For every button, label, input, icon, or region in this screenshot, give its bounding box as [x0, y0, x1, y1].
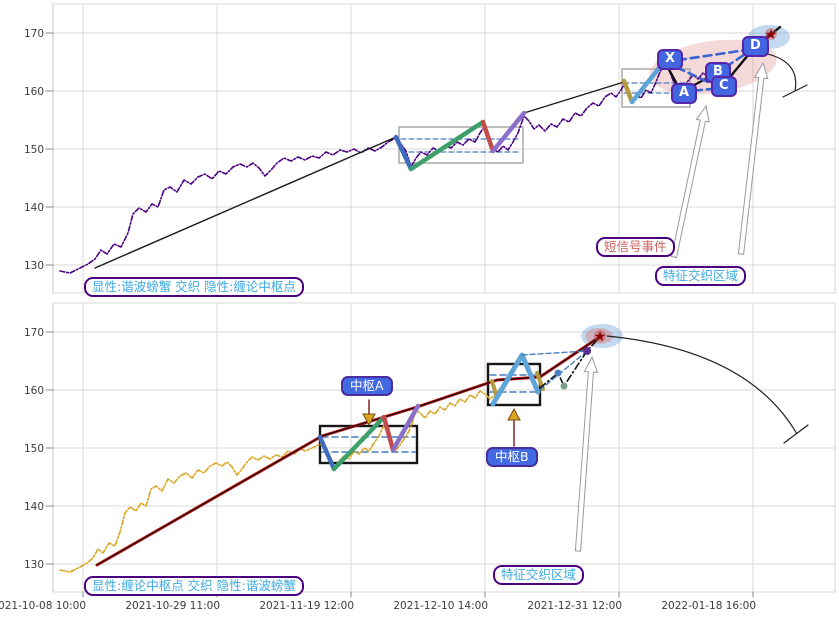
point-chip-a: A	[671, 83, 698, 104]
point-chip-x: X	[657, 49, 684, 70]
bottom-caption-label: 显性:缠论中枢点 交织 隐性:谐波螃蟹	[84, 576, 304, 597]
feature-zone-label-bottom: 特征交织区域	[493, 565, 585, 586]
svg-text:140: 140	[24, 202, 44, 214]
feature-zone-label-top: 特征交织区域	[655, 266, 747, 287]
svg-text:★: ★	[594, 329, 607, 345]
svg-text:150: 150	[24, 144, 44, 156]
point-chip-c: C	[711, 76, 737, 97]
short-signal-event-label: 短信号事件	[596, 237, 675, 258]
svg-text:140: 140	[24, 501, 44, 513]
svg-text:130: 130	[24, 559, 44, 571]
svg-text:170: 170	[24, 327, 44, 339]
svg-text:160: 160	[24, 385, 44, 397]
top-caption-label: 显性:谐波螃蟹 交织 隐性:缠论中枢点	[84, 277, 304, 298]
svg-text:2021-12-31 12:00: 2021-12-31 12:00	[527, 600, 622, 612]
svg-text:2021-10-08 10:00: 2021-10-08 10:00	[0, 600, 86, 612]
svg-text:2021-11-19 12:00: 2021-11-19 12:00	[259, 600, 354, 612]
svg-text:2021-10-29 11:00: 2021-10-29 11:00	[125, 600, 220, 612]
svg-text:170: 170	[24, 28, 44, 40]
pivot-b-label: 中枢B	[486, 447, 538, 468]
point-chip-d: D	[742, 36, 769, 57]
svg-text:2022-01-18 16:00: 2022-01-18 16:00	[661, 600, 756, 612]
svg-text:2021-12-10 14:00: 2021-12-10 14:00	[393, 600, 488, 612]
svg-text:160: 160	[24, 86, 44, 98]
svg-text:150: 150	[24, 443, 44, 455]
svg-text:130: 130	[24, 260, 44, 272]
pivot-a-label: 中枢A	[341, 376, 393, 397]
